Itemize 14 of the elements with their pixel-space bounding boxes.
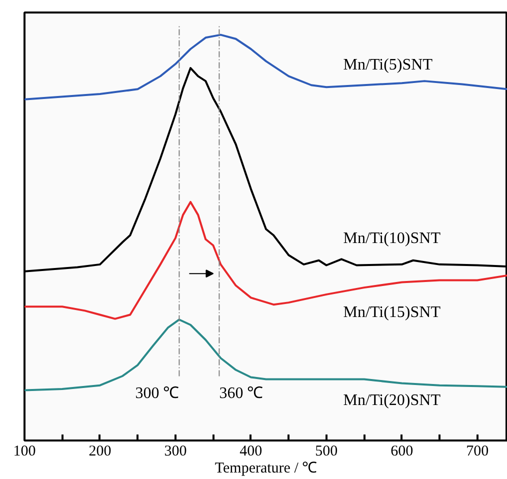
series-label: Mn/Ti(5)SNT [343, 56, 433, 74]
x-tick-label: 300 [164, 444, 187, 460]
x-tick-label: 600 [390, 444, 414, 460]
x-tick-label: 400 [240, 444, 262, 460]
series-label: Mn/Ti(15)SNT [343, 304, 441, 322]
x-tick-label: 200 [88, 444, 112, 460]
x-tick-label: 500 [315, 444, 338, 460]
series-label: Mn/Ti(20)SNT [343, 392, 441, 410]
ref-line-label: 360 ℃ [219, 384, 264, 402]
x-tick-label: 100 [13, 444, 36, 460]
x-tick-label: 700 [466, 444, 489, 460]
x-axis-title: Temperature / ℃ [214, 460, 318, 476]
ref-line-label: 300 ℃ [135, 384, 180, 402]
series-label: Mn/Ti(10)SNT [343, 230, 441, 248]
